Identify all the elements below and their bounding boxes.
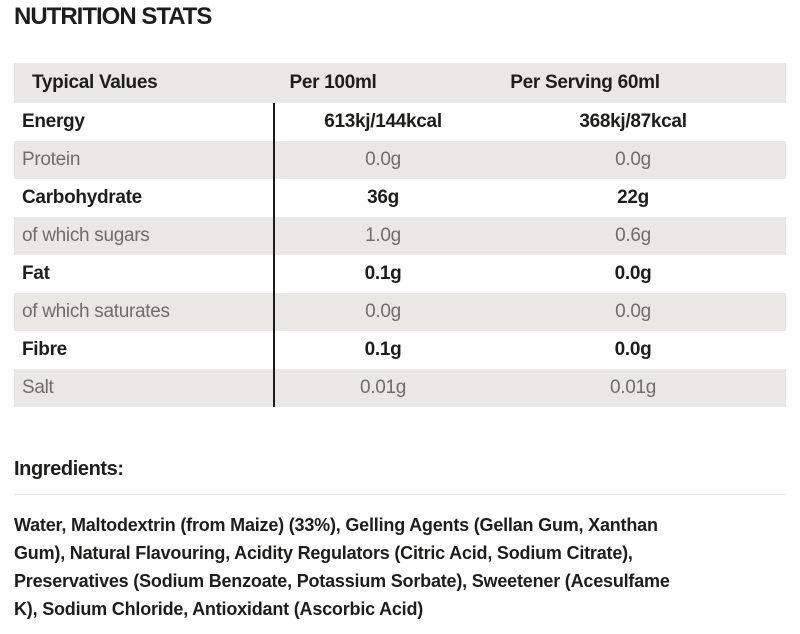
- row-label: Salt: [22, 377, 54, 398]
- value-per-100ml: 613kj/144kcal: [324, 111, 442, 132]
- value-per-100ml: 1.0g: [365, 225, 401, 246]
- row-label: of which sugars: [22, 225, 150, 246]
- column-divider-rule: [273, 103, 275, 407]
- ingredients-text: Water, Maltodextrin (from Maize) (33%), …: [14, 511, 786, 623]
- row-label: Carbohydrate: [22, 187, 142, 208]
- table-row: Energy 613kj/144kcal 368kj/87kcal: [14, 103, 786, 141]
- value-per-serving: 368kj/87kcal: [579, 111, 687, 132]
- value-per-100ml: 0.1g: [364, 263, 402, 284]
- table-row: Fibre 0.1g 0.0g: [14, 331, 786, 369]
- page-title: NUTRITION STATS: [14, 3, 212, 30]
- table-row: Salt 0.01g 0.01g: [14, 369, 786, 407]
- value-per-serving: 0.6g: [615, 225, 651, 246]
- value-per-100ml: 0.01g: [359, 377, 407, 398]
- ingredient-line: Water, Maltodextrin (from Maize) (33%), …: [14, 515, 658, 535]
- value-per-100ml: 36g: [367, 187, 399, 208]
- row-label: Fibre: [22, 339, 67, 360]
- ingredient-line: K), Sodium Chloride, Antioxidant (Ascorb…: [14, 599, 424, 619]
- value-per-100ml: 0.1g: [364, 339, 402, 360]
- ingredients-divider: [14, 494, 786, 495]
- value-per-100ml: 0.0g: [365, 149, 401, 170]
- value-per-serving: 0.0g: [615, 301, 651, 322]
- ingredient-line: Preservatives (Sodium Benzoate, Potassiu…: [14, 571, 670, 591]
- header-per-100ml: Per 100ml: [289, 72, 377, 93]
- table-row: of which saturates 0.0g 0.0g: [14, 293, 786, 331]
- header-per-serving-60ml: Per Serving 60ml: [510, 72, 660, 93]
- table-header-row: Typical Values Per 100ml Per Serving 60m…: [14, 63, 786, 103]
- nutrition-table: Typical Values Per 100ml Per Serving 60m…: [14, 63, 786, 407]
- row-label: Protein: [22, 149, 81, 170]
- value-per-serving: 0.0g: [614, 339, 652, 360]
- ingredient-line: Gum), Natural Flavouring, Acidity Regula…: [14, 543, 633, 563]
- value-per-serving: 0.0g: [614, 263, 652, 284]
- row-label: Energy: [22, 111, 85, 132]
- row-label: Fat: [22, 263, 50, 284]
- table-row: Protein 0.0g 0.0g: [14, 141, 786, 179]
- table-row: of which sugars 1.0g 0.6g: [14, 217, 786, 255]
- row-label: of which saturates: [22, 301, 170, 322]
- value-per-100ml: 0.0g: [365, 301, 401, 322]
- value-per-serving: 0.01g: [609, 377, 657, 398]
- table-row: Fat 0.1g 0.0g: [14, 255, 786, 293]
- value-per-serving: 0.0g: [615, 149, 651, 170]
- value-per-serving: 22g: [617, 187, 649, 208]
- table-body: Energy 613kj/144kcal 368kj/87kcal Protei…: [14, 103, 786, 407]
- header-typical-values: Typical Values: [32, 72, 158, 93]
- ingredients-heading: Ingredients:: [14, 458, 124, 480]
- table-row: Carbohydrate 36g 22g: [14, 179, 786, 217]
